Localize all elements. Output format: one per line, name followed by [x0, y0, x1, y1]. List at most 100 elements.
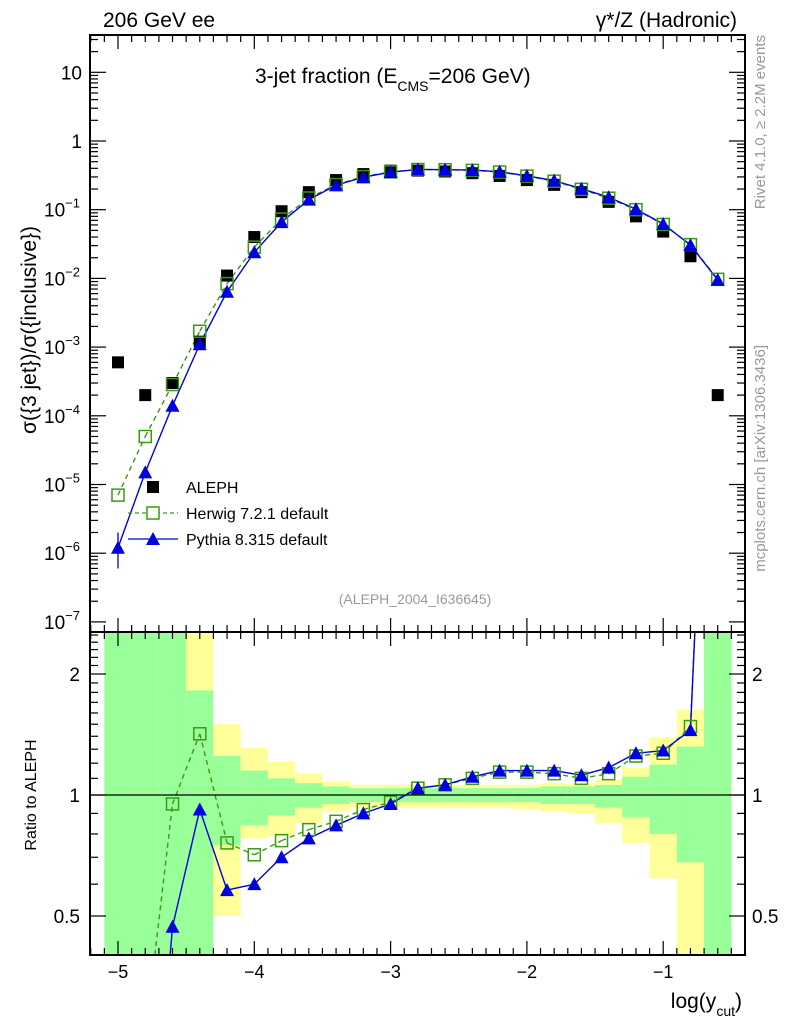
- legend-herwig-label: Herwig 7.2.1 default: [186, 506, 329, 523]
- pythia-ratio-line: [226, 883, 255, 891]
- ratio-band-stat: [240, 770, 268, 826]
- herwig-ratio-line: [199, 733, 228, 844]
- legend-pythia-label: Pythia 8.315 default: [186, 532, 328, 549]
- pythia-ratio-line: [635, 749, 664, 754]
- ratio-band-stat: [676, 746, 705, 863]
- pythia-ratio-point: [547, 763, 562, 777]
- pythia-ratio-point: [683, 723, 698, 737]
- aleph-point: [166, 377, 179, 390]
- x-axis-label-main: log(y: [671, 990, 717, 1013]
- ratio-band-stat: [649, 764, 677, 834]
- pythia-ratio-line: [417, 784, 446, 789]
- herwig-ratio-line: [363, 801, 391, 811]
- aleph-point: [221, 269, 234, 282]
- pythia-ratio-point: [383, 796, 398, 810]
- pythia-point: [465, 163, 480, 177]
- ratio-band-stat: [158, 632, 187, 955]
- x-tick-label: −1: [653, 962, 674, 982]
- herwig-ratio-point: [274, 833, 289, 848]
- pythia-point: [683, 238, 698, 252]
- pythia-line: [199, 291, 228, 345]
- y-tick-label: 10−7: [44, 608, 80, 634]
- ratio-y-tick-label: 1: [69, 786, 80, 807]
- herwig-ratio-line: [281, 828, 310, 842]
- legend-herwig-marker: [146, 506, 160, 520]
- pythia-point: [601, 190, 616, 204]
- pythia-ratio-point: [247, 877, 262, 891]
- pythia-point: [438, 162, 453, 176]
- rivet-version-label: Rivet 4.1.0, ≥ 2.2M events: [752, 35, 769, 209]
- pythia-ratio-point: [628, 746, 643, 760]
- ratio-y-tick-label-right: 1: [752, 786, 763, 807]
- y-tick-label: 10−1: [44, 196, 80, 222]
- ratio-band-stat: [131, 632, 159, 955]
- aleph-point: [112, 356, 124, 369]
- ratio-band-stat: [186, 690, 214, 955]
- pythia-ratio-point: [519, 763, 534, 777]
- header-right: γ*/Z (Hadronic): [596, 9, 737, 32]
- pythia-ratio-line: [581, 766, 609, 776]
- y-tick-label: 10−2: [44, 264, 80, 290]
- pythia-ratio-point: [329, 818, 344, 832]
- pythia-point: [247, 245, 262, 259]
- legend: ALEPH Herwig 7.2.1 default Pythia 8.315 …: [128, 480, 329, 549]
- x-tick-label: −2: [517, 962, 538, 982]
- main-y-axis-label: σ({3 jet})/σ({inclusive}): [18, 226, 41, 434]
- pythia-ratio-point: [574, 768, 589, 782]
- herwig-ratio-point: [247, 848, 262, 862]
- pythia-point: [383, 165, 398, 179]
- mcplots-label: mcplots.cern.ch [arXiv:1306.3436]: [752, 345, 769, 572]
- y-tick-label: 10−3: [44, 333, 80, 359]
- aleph-point: [684, 250, 697, 263]
- pythia-ratio-line: [444, 776, 473, 786]
- ratio-band-stat: [622, 776, 650, 818]
- pythia-point: [410, 162, 425, 176]
- plot-title-end: =206 GeV): [429, 65, 531, 88]
- herwig-ratio-line: [308, 820, 337, 831]
- herwig-point: [165, 377, 180, 392]
- header-left: 206 GeV ee: [103, 9, 215, 32]
- pythia-point: [656, 216, 671, 230]
- pythia-point: [710, 272, 725, 286]
- pythia-point: [111, 540, 125, 554]
- pythia-ratio-point: [465, 769, 480, 783]
- ratio-y-tick-label-right: 2: [752, 665, 763, 686]
- ratio-band-stat: [267, 778, 296, 816]
- pythia-ratio-line: [689, 631, 696, 731]
- pythia-ratio-point: [220, 883, 235, 897]
- herwig-point: [111, 488, 125, 502]
- pythia-ratio-point: [301, 831, 316, 845]
- pythia-line: [226, 251, 255, 293]
- ratio-y-tick-label: 0.5: [54, 907, 80, 928]
- x-tick-label: −5: [108, 962, 129, 982]
- herwig-ratio-line: [472, 771, 500, 780]
- herwig-ratio-line: [171, 733, 201, 805]
- herwig-ratio-line: [253, 840, 282, 856]
- pythia-point: [165, 398, 180, 412]
- herwig-ratio-line: [335, 808, 364, 822]
- pythia-point: [547, 173, 562, 187]
- aleph-point: [711, 389, 724, 402]
- plot-title: 3-jet fraction (ECMS=206 GeV): [255, 65, 531, 94]
- pythia-ratio-point: [356, 806, 371, 820]
- plot-title-sub: CMS: [397, 78, 428, 94]
- herwig-point: [138, 429, 153, 444]
- herwig-ratio-point: [165, 797, 180, 811]
- aleph-point: [248, 231, 261, 244]
- pythia-point: [192, 337, 207, 351]
- ratio-band-stat: [213, 756, 241, 846]
- pythia-point: [519, 168, 534, 182]
- analysis-id: (ALEPH_2004_I636645): [339, 591, 492, 607]
- main-panel: [111, 162, 725, 569]
- pythia-line: [171, 343, 201, 407]
- pythia-ratio-line: [171, 809, 201, 927]
- pythia-point: [628, 202, 643, 216]
- pythia-ratio-point: [410, 781, 425, 795]
- pythia-ratio-line: [199, 809, 228, 891]
- herwig-line: [117, 436, 146, 496]
- ratio-band-stat: [595, 784, 623, 808]
- pythia-ratio-point: [165, 919, 180, 933]
- pythia-point: [220, 284, 235, 298]
